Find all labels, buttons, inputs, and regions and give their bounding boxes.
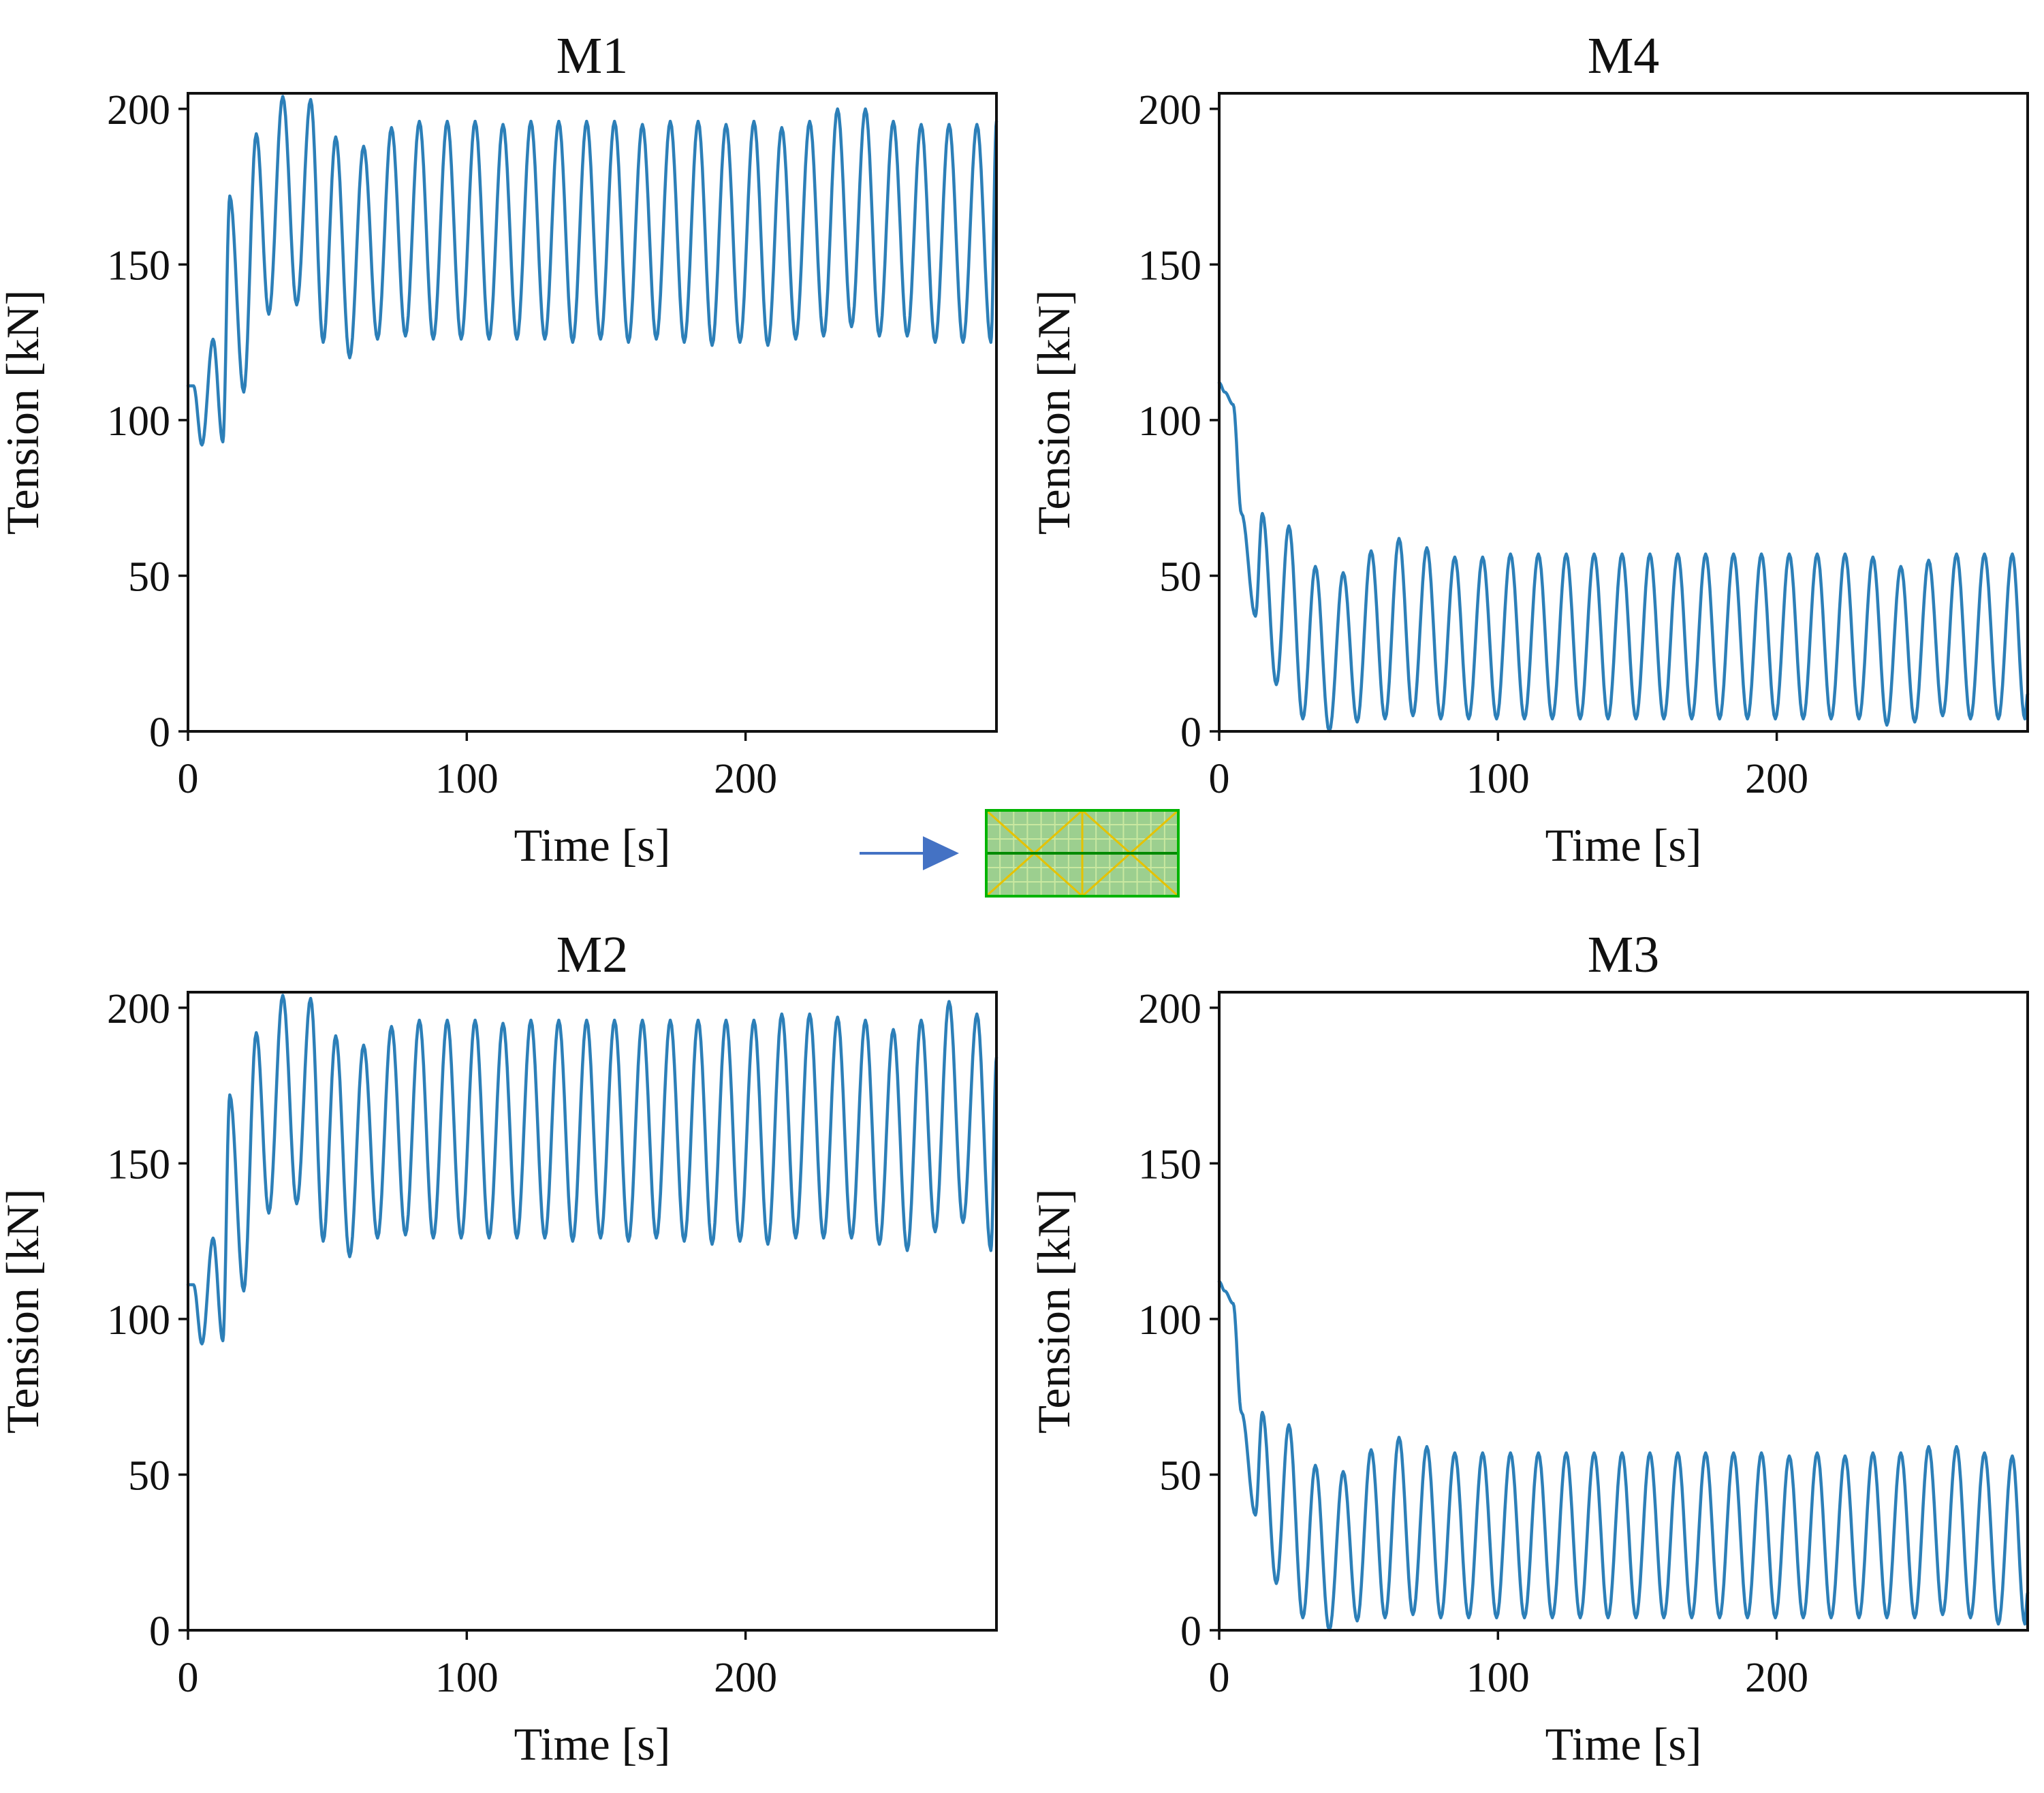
- panel-m1: M1 0 50 100 150 200 0 100 200 Time [s] Tension [kN…: [0, 27, 999, 871]
- y-tick-label: 200: [1138, 986, 1201, 1032]
- y-axis-label: Tension [kN]: [1028, 290, 1080, 535]
- series-line-m2: [186, 994, 999, 1346]
- panel-m4: M4 0 50 100 150 200 0 100 200 Time [s] Tension [kN…: [1028, 27, 2030, 871]
- x-axis-label: Time [s]: [1545, 819, 1702, 871]
- x-tick-label: 0: [1209, 1655, 1230, 1701]
- panel-m3: M3 0 50 100 150 200 0 100 200 Time [s] Tension [kN…: [1028, 926, 2030, 1770]
- arrow-head-icon: [923, 836, 959, 870]
- chart-title-m3: M3: [1588, 926, 1660, 983]
- x-axis-label: Time [s]: [514, 819, 671, 871]
- x-tick-label: 100: [1466, 1655, 1530, 1701]
- y-tick-label: 50: [1159, 1453, 1201, 1499]
- y-tick-label: 0: [149, 1608, 170, 1655]
- chart-title-m4: M4: [1588, 27, 1660, 84]
- series-line-m3: [1217, 1280, 2030, 1632]
- y-axis-label: Tension [kN]: [1028, 1189, 1080, 1434]
- y-tick-label: 150: [107, 242, 170, 289]
- y-tick-label: 150: [1138, 1141, 1201, 1188]
- chart-title-m1: M1: [556, 27, 629, 84]
- x-tick-label: 0: [178, 1655, 199, 1701]
- x-tick-label: 100: [435, 1655, 499, 1701]
- inset-diagram: [860, 809, 1180, 898]
- y-tick-label: 150: [107, 1141, 170, 1188]
- x-tick-label: 200: [1745, 756, 1808, 802]
- y-tick-label: 0: [149, 710, 170, 756]
- series-line-m4: [1217, 381, 2030, 733]
- x-tick-label: 100: [435, 756, 499, 802]
- y-axis-label: Tension [kN]: [0, 1189, 48, 1434]
- y-tick-label: 50: [1159, 554, 1201, 600]
- y-axis-label: Tension [kN]: [0, 290, 48, 535]
- x-tick-label: 100: [1466, 756, 1530, 802]
- x-axis-label: Time [s]: [1545, 1718, 1702, 1770]
- y-tick-label: 100: [1138, 398, 1201, 445]
- y-tick-label: 50: [128, 1453, 170, 1499]
- y-tick-label: 150: [1138, 242, 1201, 289]
- x-tick-label: 200: [1745, 1655, 1808, 1701]
- x-tick-label: 200: [714, 1655, 777, 1701]
- plot-frame: [187, 991, 998, 1632]
- plot-frame: [187, 92, 998, 733]
- y-tick-label: 100: [107, 1297, 170, 1344]
- y-tick-label: 200: [107, 87, 170, 133]
- plot-frame: [1218, 991, 2029, 1632]
- x-axis-label: Time [s]: [514, 1718, 671, 1770]
- platform-mooring-plan-icon: [985, 809, 1180, 898]
- y-tick-label: 200: [107, 986, 170, 1032]
- x-tick-label: 200: [714, 756, 777, 802]
- x-tick-label: 0: [178, 756, 199, 802]
- x-tick-label: 0: [1209, 756, 1230, 802]
- y-tick-label: 100: [1138, 1297, 1201, 1344]
- y-tick-label: 0: [1180, 710, 1201, 756]
- y-tick-label: 50: [128, 554, 170, 600]
- y-tick-label: 0: [1180, 1608, 1201, 1655]
- y-tick-label: 100: [107, 398, 170, 445]
- plot-frame: [1218, 92, 2029, 733]
- series-line-m1: [186, 95, 999, 447]
- chart-title-m2: M2: [556, 926, 629, 983]
- y-tick-label: 200: [1138, 87, 1201, 133]
- panel-m2: M2 0 50 100 150 200 0 100 200 Time [s] Tension [kN…: [0, 926, 999, 1770]
